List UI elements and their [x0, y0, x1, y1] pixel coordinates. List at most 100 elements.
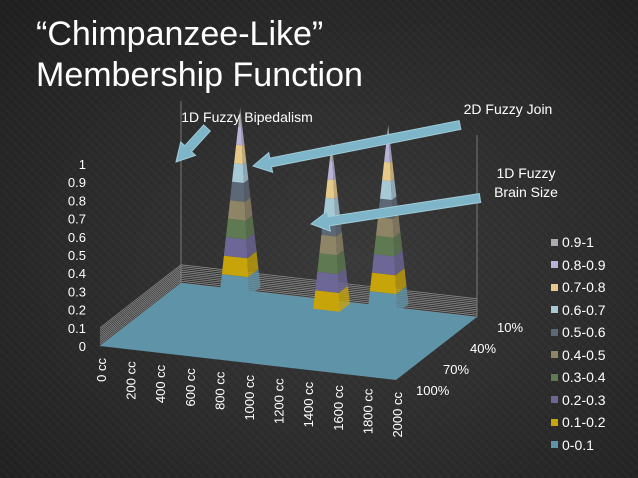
peak-band-side — [393, 232, 403, 257]
peak-band-side — [389, 142, 393, 163]
legend-label: 0.2-0.3 — [562, 391, 606, 408]
legend-item: 0.1-0.2 — [551, 411, 637, 434]
peak-band-side — [339, 303, 352, 331]
peak-band-side — [241, 125, 245, 146]
peak-band-side — [244, 197, 253, 221]
y-tick-label: 0.1 — [68, 321, 86, 336]
peak-band-front — [376, 217, 394, 238]
x-axis-tick-labels: 0 cc 200 cc 400 cc 600 cc 800 cc 1000 cc 1200 … — [94, 358, 405, 438]
slide-title-line-2: Membership Function — [36, 56, 363, 94]
peak-band-front — [319, 234, 337, 256]
x-tick-label: 1600 cc — [331, 385, 346, 431]
legend-swatch — [551, 328, 558, 336]
peak-band-front — [367, 291, 398, 313]
legend-label: 0.4-0.5 — [562, 346, 606, 363]
peak-band-side — [333, 178, 338, 199]
peak — [311, 142, 352, 331]
peak-band-side — [245, 215, 255, 240]
peak-band-front — [315, 271, 339, 293]
peak-band-front — [371, 254, 396, 276]
peak-band-front — [230, 181, 245, 202]
peak-band-side — [390, 160, 395, 182]
legend-label: 0.9-1 — [562, 234, 594, 251]
x-tick-label: 0 cc — [94, 358, 109, 382]
x-tick-label: 1800 cc — [360, 388, 375, 434]
y-tick-label: 0.5 — [68, 248, 86, 263]
z-tick-label: 70% — [443, 362, 469, 377]
legend-swatch — [551, 351, 558, 359]
z-axis-tick-labels: 10%40%70% 100% — [416, 320, 523, 398]
legend-label: 0.8-0.9 — [562, 256, 606, 273]
legend-item: 0.9-1 — [551, 231, 637, 254]
peak-band-side — [243, 179, 251, 202]
peak-band-side — [248, 269, 261, 296]
y-tick-label: 0.3 — [68, 284, 86, 299]
x-tick-label: 1000 cc — [242, 375, 257, 421]
peak-band-side — [337, 267, 348, 293]
peak-band-front — [369, 272, 397, 295]
peak — [219, 107, 261, 296]
legend-swatch — [551, 306, 558, 314]
x-tick-label: 800 cc — [212, 371, 227, 410]
annotation-brain-line-2: Brain Size — [494, 184, 558, 200]
legend-item: 0-0.1 — [551, 434, 637, 457]
legend-label: 0.3-0.4 — [562, 369, 606, 386]
slide-title-line-1: “Chimpanzee-Like” — [36, 15, 324, 53]
peak-band-front — [221, 255, 249, 278]
peak-band-front — [223, 237, 248, 259]
x-tick-label: 400 cc — [153, 364, 168, 403]
peak-band-side — [246, 233, 257, 259]
peak-band-side — [332, 160, 336, 180]
peak-band-front — [219, 274, 250, 296]
y-tick-label: 0.4 — [68, 266, 86, 281]
peak-band-front — [317, 253, 338, 275]
peak-band-front — [225, 218, 247, 240]
peak-band-front — [234, 144, 243, 165]
peak-band-side — [337, 250, 346, 275]
z-tick-label: 10% — [497, 320, 523, 335]
peak-band-front — [373, 235, 395, 257]
peak-band-side — [336, 232, 344, 256]
legend-item: 0.8-0.9 — [551, 254, 637, 277]
peak-band-front — [232, 163, 244, 183]
y-tick-label: 0.6 — [68, 230, 86, 245]
legend-swatch — [551, 283, 558, 291]
x-tick-label: 2000 cc — [390, 392, 405, 438]
peak-band-side — [242, 143, 247, 165]
arrow-bipedalism — [175, 124, 212, 163]
x-tick-label: 200 cc — [124, 361, 139, 400]
chart-legend: 0.9-1 0.8-0.9 0.7-0.8 0.6-0.7 0.5-0.6 0.4-0.5… — [551, 231, 637, 456]
legend-item: 0.4-0.5 — [551, 344, 637, 367]
peak-band-side — [242, 161, 249, 183]
legend-item: 0.3-0.4 — [551, 366, 637, 389]
chart-peaks — [219, 107, 409, 331]
legend-label: 0.7-0.8 — [562, 279, 606, 296]
peak-band-front — [228, 200, 246, 221]
y-tick-label: 0 — [79, 339, 86, 354]
legend-swatch — [551, 373, 558, 381]
legend-label: 0-0.1 — [562, 436, 594, 453]
peak-band-side — [394, 250, 405, 276]
peak-band-front — [327, 160, 334, 180]
peak-band-front — [236, 126, 242, 146]
legend-item: 0.5-0.6 — [551, 321, 637, 344]
slide-title: “Chimpanzee-Like” Membership Function — [36, 14, 363, 96]
y-tick-label: 1 — [79, 157, 86, 172]
y-tick-label: 0.9 — [68, 175, 86, 190]
peak-band-front — [382, 161, 391, 182]
peak-band-front — [238, 107, 242, 127]
legend-swatch — [551, 238, 558, 246]
y-axis-tick-labels: 0 0.1 0.2 0.3 0.4 0.5 0.6 0.7 0.8 0.9 1 — [68, 157, 86, 354]
peak-band-side — [334, 196, 340, 218]
peak-band-front — [325, 179, 335, 199]
legend-item: 0.6-0.7 — [551, 299, 637, 322]
peak-band-side — [390, 178, 397, 200]
peak-band-side — [396, 286, 409, 313]
peak-band-front — [380, 180, 392, 200]
legend-swatch — [551, 418, 558, 426]
legend-label: 0.6-0.7 — [562, 301, 606, 318]
legend-label: 0.5-0.6 — [562, 324, 606, 341]
y-tick-label: 0.8 — [68, 193, 86, 208]
annotation-brain-line-1: 1D Fuzzy — [496, 165, 555, 181]
y-tick-label: 0.2 — [68, 303, 86, 318]
